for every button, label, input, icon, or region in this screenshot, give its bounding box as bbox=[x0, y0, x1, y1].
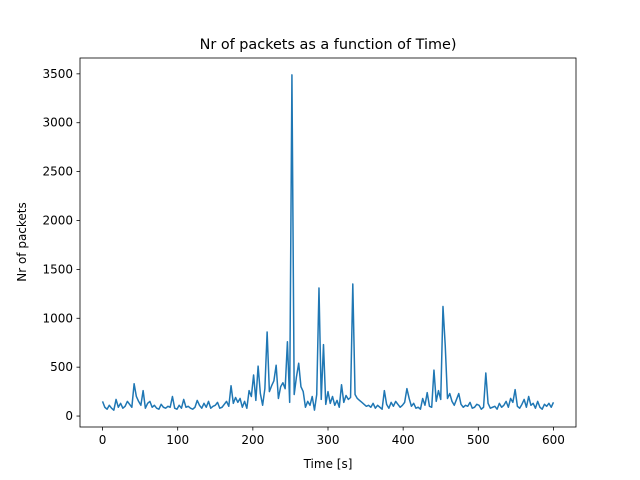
x-tick-label: 600 bbox=[542, 433, 565, 447]
y-tick-label: 2500 bbox=[42, 165, 73, 179]
y-tick-label: 1000 bbox=[42, 311, 73, 325]
y-tick-label: 3000 bbox=[42, 116, 73, 130]
plot-frame bbox=[79, 57, 577, 428]
x-tick-label: 0 bbox=[99, 433, 107, 447]
x-tick-label: 500 bbox=[467, 433, 490, 447]
x-axis-label: Time [s] bbox=[303, 457, 353, 471]
x-tick-label: 100 bbox=[166, 433, 189, 447]
data-line bbox=[101, 74, 555, 411]
y-tick-label: 3500 bbox=[42, 67, 73, 81]
chart-title: Nr of packets as a function of Time) bbox=[200, 37, 457, 53]
x-tick-label: 400 bbox=[392, 433, 415, 447]
y-axis-label: Nr of packets bbox=[15, 202, 29, 282]
y-tick-label: 1500 bbox=[42, 262, 73, 276]
y-tick-label: 0 bbox=[65, 409, 73, 423]
y-tick-label: 500 bbox=[50, 360, 73, 374]
x-tick-label: 300 bbox=[317, 433, 340, 447]
y-tick-label: 2000 bbox=[42, 214, 73, 228]
x-tick-label: 200 bbox=[241, 433, 264, 447]
